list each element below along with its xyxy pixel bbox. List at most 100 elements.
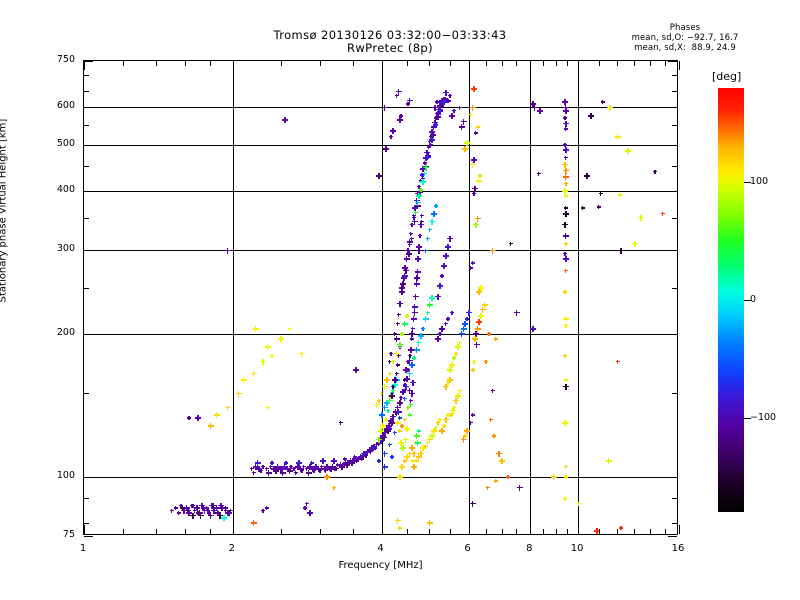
data-point [409,100,410,101]
data-point [382,393,383,394]
data-point [210,515,211,516]
colorbar[interactable] [718,88,744,512]
y-tick-major [84,536,93,537]
data-point [411,365,412,366]
data-point [379,439,380,440]
data-point [508,477,509,478]
data-point [219,515,220,516]
data-point [198,418,199,419]
data-point [392,457,393,458]
data-point [395,380,396,381]
data-point [448,100,449,101]
colorbar-tick-label: 100 [750,176,768,187]
data-point [422,182,423,183]
data-point [366,455,367,456]
x-tick-minor [556,61,557,66]
data-point [608,461,609,462]
data-point [302,471,303,472]
y-tick-major [84,145,93,146]
data-point [432,298,433,299]
y-tick-major [84,477,93,478]
data-point [382,415,383,416]
data-point [479,292,480,293]
y-tick-minor [672,218,677,219]
data-point [566,123,567,124]
data-point [275,471,276,472]
data-point [641,217,642,218]
data-point [379,400,380,401]
data-point [263,510,264,511]
data-point [476,334,477,335]
data-point [261,471,262,472]
data-point [361,459,362,460]
data-point [450,370,451,371]
data-point [487,487,488,488]
data-point [417,272,418,273]
data-point [621,250,622,251]
y-tick-minor [672,91,677,92]
data-point [440,111,441,112]
data-point [425,250,426,251]
data-point [188,510,189,511]
data-point [438,117,439,118]
y-tick-minor [84,288,89,289]
gridline-horizontal [84,191,677,192]
data-point [565,253,566,254]
data-point [565,467,566,468]
data-point [222,508,223,509]
data-point [565,191,566,192]
data-point [411,400,412,401]
x-tick-minor [429,529,430,534]
data-point [442,431,443,432]
y-tick-major [84,334,93,335]
data-point [393,131,394,132]
data-point [352,463,353,464]
data-point [323,461,324,462]
gridline-vertical [469,61,470,534]
data-point [553,477,554,478]
data-point [354,457,355,458]
y-tick-minor [672,75,677,76]
y-tick-minor [84,498,89,499]
data-point [484,305,485,306]
data-point [481,316,482,317]
data-point [565,102,566,103]
y-tick-major [668,477,677,478]
data-point [433,135,434,136]
y-tick-label: 75 [41,529,75,540]
y-axis-title: Stationary phase Virtual Height [km] [0,11,9,411]
x-tick-major [469,61,470,70]
data-point [432,436,433,437]
data-point [438,339,439,340]
data-point [384,107,385,108]
data-point [356,461,357,462]
plot-data-area [84,61,677,534]
data-point [397,520,398,521]
data-point [430,145,431,146]
data-point [429,439,430,440]
data-point [364,453,365,454]
stats-header: Phases [600,23,770,33]
data-point [566,258,567,259]
x-tick-minor [665,61,666,66]
data-point [565,164,566,165]
data-point [472,503,473,504]
data-point [538,173,539,174]
data-point [198,513,199,514]
data-point [379,176,380,177]
data-point [398,412,399,413]
data-point [397,423,398,424]
data-point [296,473,297,474]
x-tick-minor [156,529,157,534]
data-point [478,181,479,182]
gridline-vertical [578,61,579,534]
data-point [403,448,404,449]
data-point [565,145,566,146]
data-point [511,243,512,244]
data-point [463,329,464,330]
data-point [411,404,412,405]
data-point [376,404,377,405]
data-point [384,386,385,387]
data-point [463,121,464,122]
x-tick-minor [486,529,487,534]
